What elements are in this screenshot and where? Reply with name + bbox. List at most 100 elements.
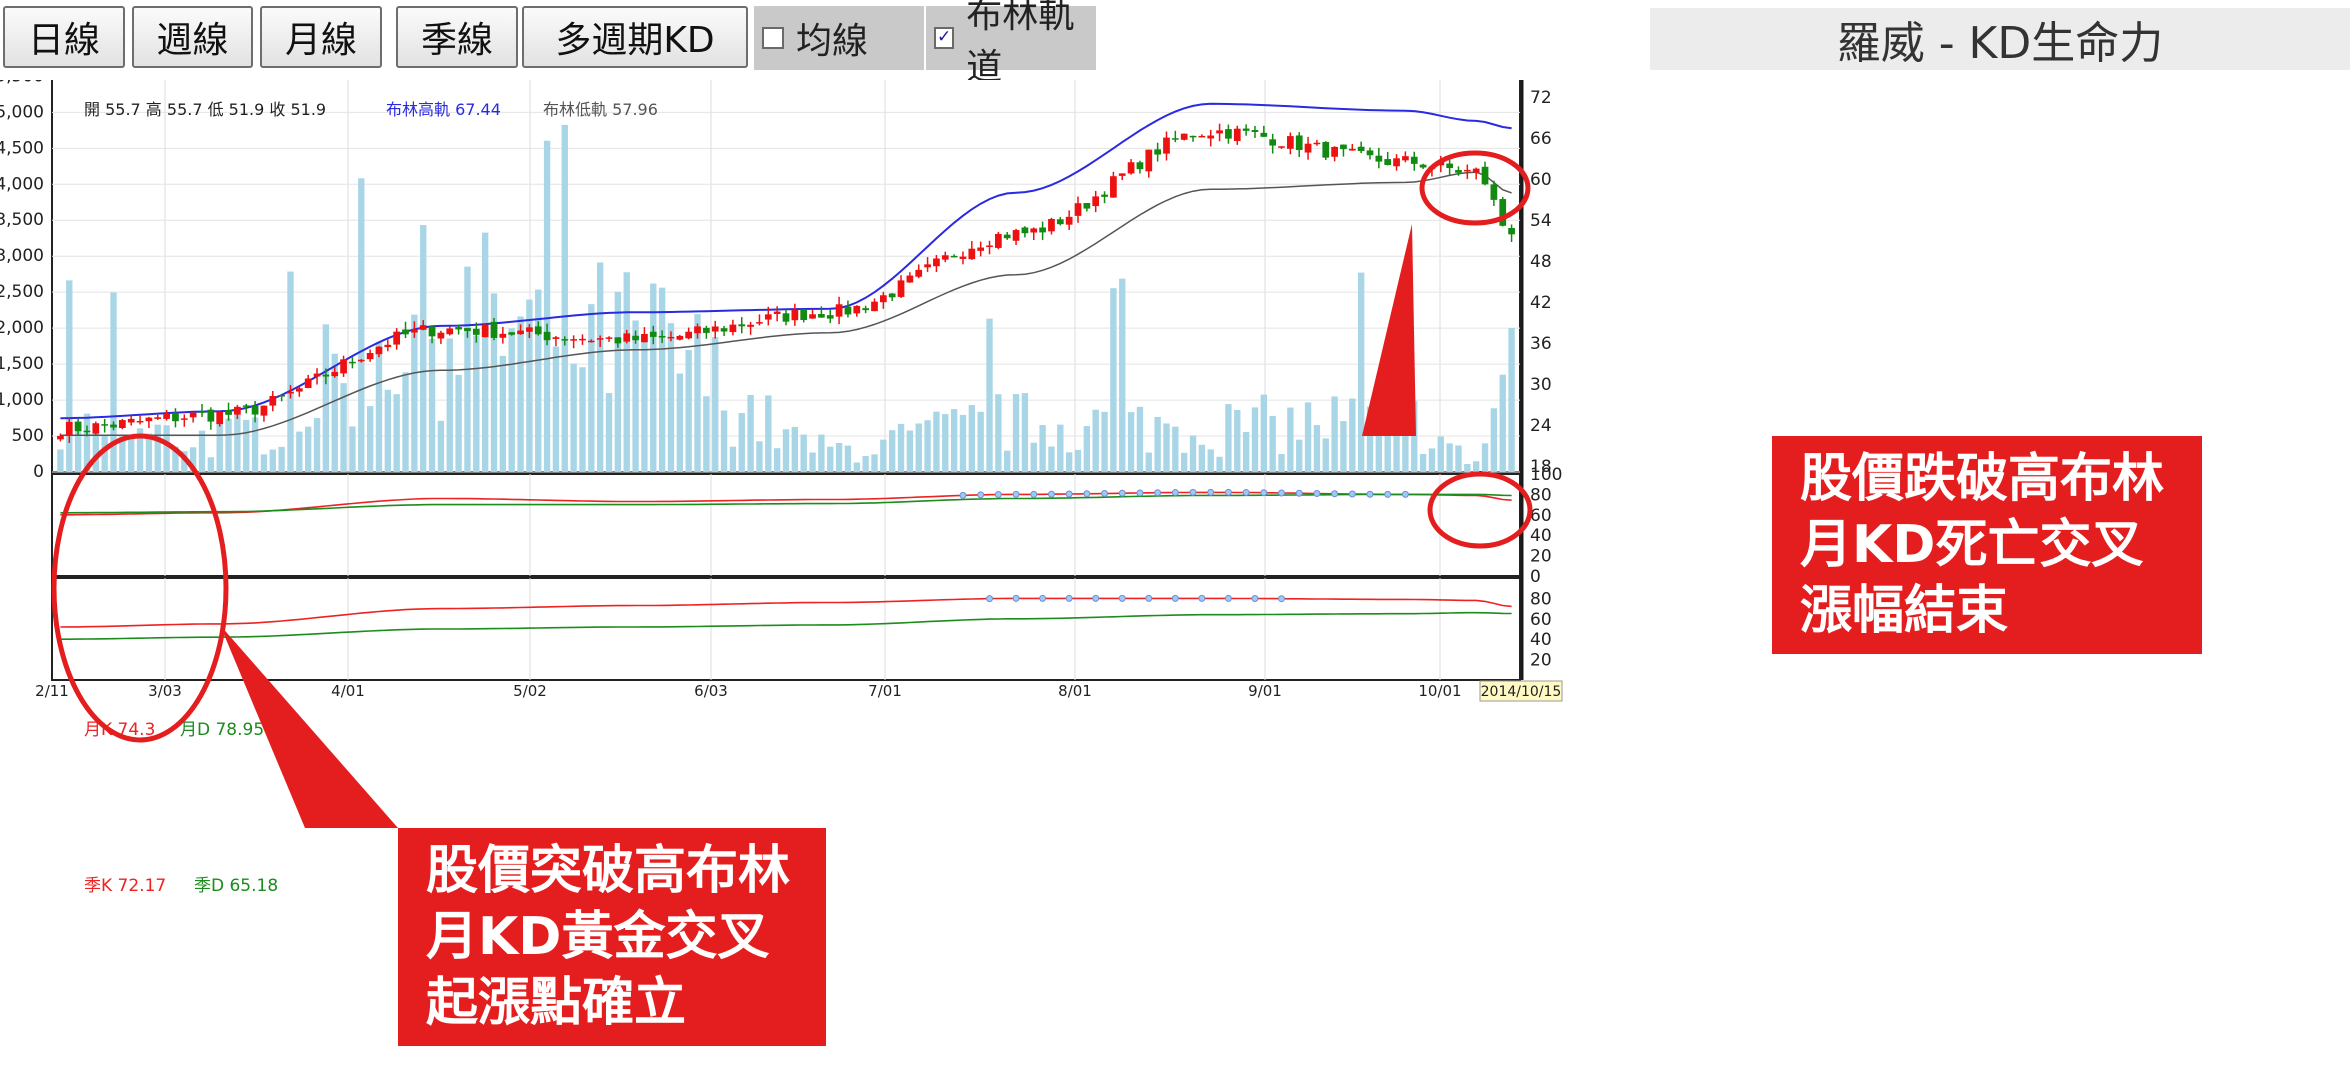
- volume-bar: [473, 335, 480, 472]
- volume-bar: [747, 394, 754, 472]
- candle-up: [234, 406, 241, 415]
- highlight-ellipse-breakout: [51, 433, 229, 743]
- volume-bar: [1472, 461, 1480, 472]
- candle-up: [1233, 128, 1241, 141]
- volume-bar: [189, 447, 197, 472]
- candle-up: [136, 420, 144, 423]
- volume-bar: [517, 316, 524, 472]
- candle-up: [641, 333, 648, 343]
- multi-period-kd-button[interactable]: 多週期KD: [522, 6, 748, 68]
- annotations: [51, 150, 1533, 828]
- seasonal-k-readout: 季K 72.17: [84, 876, 166, 896]
- candle-up: [915, 269, 923, 277]
- volume-bar: [924, 420, 931, 472]
- chart-title: 羅威 - KD生命力: [1650, 8, 2350, 70]
- volume-tick-label: 1,500: [0, 354, 44, 374]
- candle-up: [1463, 169, 1471, 172]
- candle-down: [720, 328, 728, 332]
- volume-bar: [1092, 409, 1099, 472]
- monthly-button[interactable]: 月線: [260, 6, 382, 68]
- volume-bar: [588, 304, 595, 472]
- candle-down: [632, 335, 639, 341]
- volume-bar: [729, 446, 737, 472]
- volume-bar: [570, 363, 577, 472]
- weekly-button[interactable]: 週線: [132, 6, 253, 68]
- candlesticks: [57, 123, 1515, 444]
- volume-bar: [712, 337, 719, 472]
- candle-up: [623, 333, 631, 342]
- volume-bar: [1269, 415, 1276, 472]
- volume-tick-label: 2,000: [0, 318, 44, 338]
- candle-down: [614, 337, 622, 344]
- volume-bar: [154, 424, 161, 472]
- volume-bar: [1375, 404, 1383, 472]
- volume-bar: [1331, 396, 1338, 472]
- candle-down: [738, 324, 746, 327]
- candle-up: [57, 435, 64, 440]
- volume-bar: [950, 409, 958, 472]
- monthly-k-marker: [1154, 489, 1162, 497]
- volume-bar: [243, 419, 250, 472]
- seasonal-kd-tick-label: 80: [1530, 589, 1552, 609]
- bollinger-label: 布林軌道: [966, 0, 1075, 88]
- seasonal-k-marker: [1012, 594, 1020, 602]
- volume-bar: [101, 435, 108, 472]
- monthly-k-marker: [1348, 490, 1356, 498]
- volume-bar: [1419, 453, 1427, 472]
- bollinger-toggle[interactable]: ✓ 布林軌道: [926, 0, 1096, 88]
- volume-bar: [216, 423, 223, 472]
- price-tick-label: 72: [1530, 88, 1552, 108]
- toolbar: 日線 週線 月線 季線 多週期KD 均線 ✓ 布林軌道 羅威 - KD生命力: [0, 0, 2352, 88]
- candle-up: [1145, 149, 1153, 172]
- volume-bar: [172, 446, 179, 472]
- volume-bar: [1074, 449, 1082, 472]
- volume-bar: [313, 418, 321, 472]
- candle-down: [1101, 194, 1108, 197]
- candle-up: [1304, 143, 1312, 153]
- seasonal-button[interactable]: 季線: [396, 6, 518, 68]
- seasonal-kd-tick-label: 20: [1530, 651, 1552, 671]
- volume-bar: [278, 446, 285, 472]
- volume-bar: [198, 430, 206, 472]
- bollinger-lines: [60, 102, 1512, 437]
- candle-down: [1039, 227, 1046, 233]
- candle-down: [1189, 135, 1197, 138]
- daily-button[interactable]: 日線: [3, 6, 125, 68]
- bollinger-checkbox[interactable]: ✓: [934, 27, 955, 49]
- volume-bar: [632, 320, 639, 472]
- candle-up: [1331, 146, 1338, 157]
- volume-bar: [1464, 464, 1471, 472]
- volume-bar: [791, 426, 799, 472]
- candle-down: [1251, 130, 1259, 132]
- volume-bar: [1198, 444, 1206, 472]
- volume-bar: [888, 430, 896, 472]
- x-axis-label: 6/03: [694, 682, 728, 700]
- volume-tick-label: 4,500: [0, 138, 44, 158]
- monthly-k-marker: [1083, 490, 1091, 498]
- candle-down: [1446, 163, 1453, 169]
- volume-bar: [552, 346, 560, 472]
- volume-bar: [119, 436, 126, 472]
- candle-down: [472, 328, 480, 335]
- candle-down: [83, 430, 91, 433]
- chart-panels: [51, 80, 1524, 681]
- volume-bar: [1004, 450, 1011, 472]
- x-axis-label: 2/11: [35, 682, 69, 700]
- seasonal-kd-tick-label: 40: [1530, 630, 1552, 650]
- volume-bar: [756, 441, 763, 472]
- candle-up: [1092, 196, 1100, 207]
- moving-average-checkbox[interactable]: [762, 27, 784, 49]
- candle-up: [1313, 142, 1321, 145]
- price-tick-label: 24: [1530, 416, 1552, 436]
- callout-breakout-line-1: 股價突破高布林: [426, 841, 791, 901]
- volume-tick-label: 0: [33, 462, 44, 482]
- candle-down: [826, 315, 834, 319]
- candle-up: [694, 326, 701, 334]
- candle-down: [1083, 203, 1091, 209]
- moving-average-toggle[interactable]: 均線: [754, 6, 924, 70]
- candle-down: [1056, 219, 1064, 225]
- volume-bar: [596, 262, 604, 472]
- candle-up: [1012, 230, 1020, 241]
- volume-bar: [110, 292, 117, 472]
- candle-up: [92, 423, 100, 434]
